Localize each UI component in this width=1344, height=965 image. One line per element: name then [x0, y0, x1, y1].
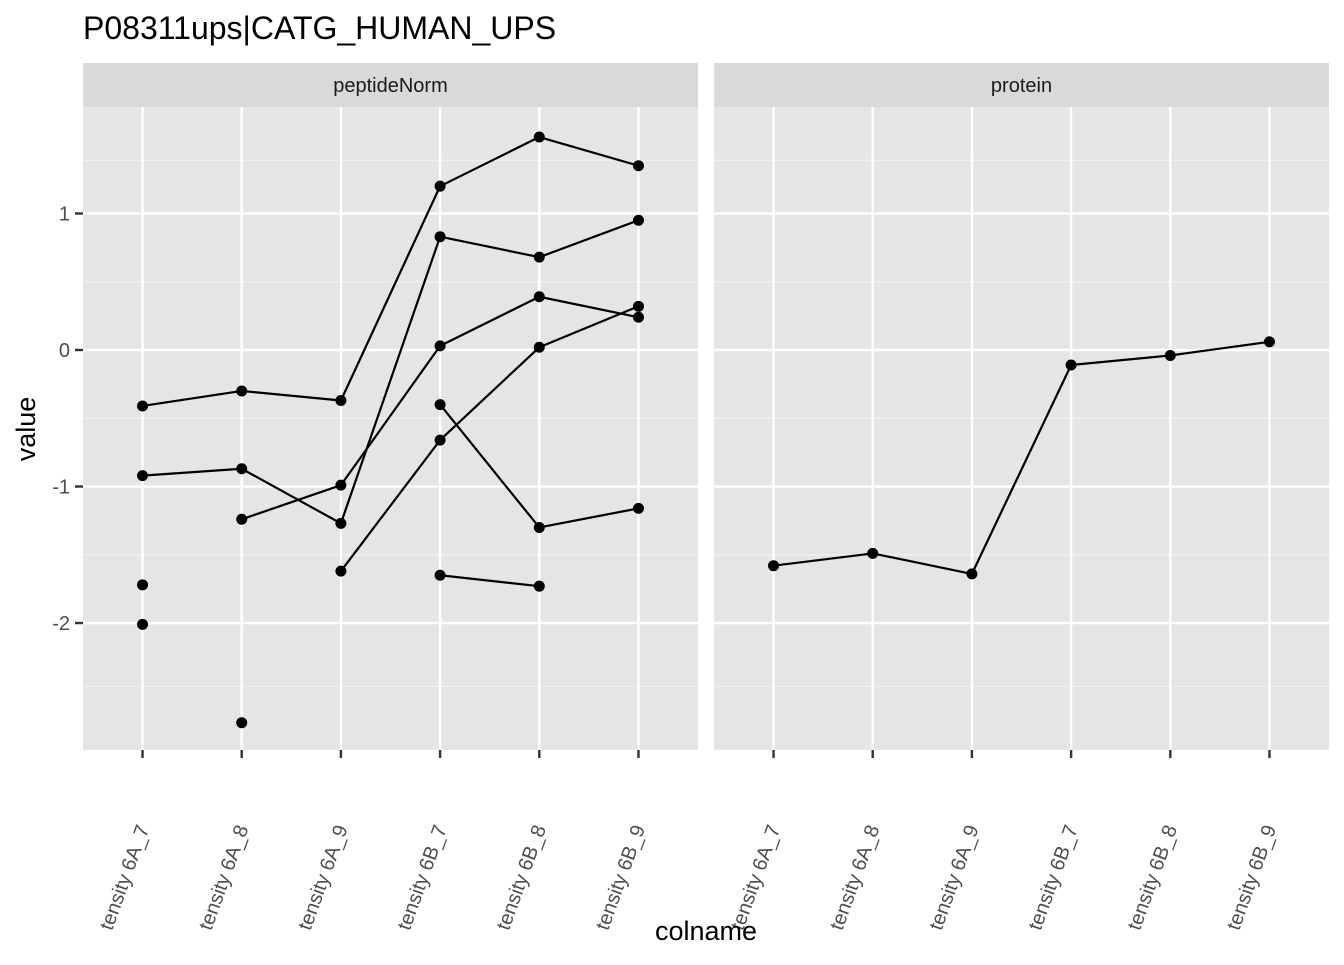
x-tick-label: tensity 6B_7 [393, 822, 451, 933]
data-point [236, 463, 248, 475]
series-line-segment [773, 552, 873, 567]
series-line-segment [538, 135, 639, 167]
data-point [137, 579, 149, 591]
series-1 [137, 214, 644, 529]
data-point [236, 717, 248, 729]
panel-background [83, 107, 698, 750]
series-line-segment [241, 389, 342, 402]
series-line-segment [439, 136, 540, 188]
series-line-segment [1070, 354, 1171, 367]
data-point [1263, 336, 1275, 348]
series-0 [768, 336, 1275, 580]
data-point [335, 395, 347, 407]
data-point [335, 517, 347, 529]
x-tick-label: tensity 6B_8 [1124, 822, 1182, 933]
x-tick-label: tensity 6B_9 [592, 822, 650, 933]
x-tick-label: tensity 6A_7 [96, 822, 154, 933]
data-point [768, 560, 780, 572]
series-line-segment [142, 389, 242, 408]
series-line-segment [538, 219, 639, 259]
series-line-segment [538, 305, 639, 349]
series-line-segment [142, 467, 242, 477]
data-point [335, 565, 347, 577]
facet-strip [83, 63, 698, 107]
series-0 [137, 131, 644, 412]
series-line-segment [241, 467, 342, 525]
series-8 [236, 717, 248, 729]
data-point [137, 470, 149, 482]
series-6 [137, 579, 149, 591]
data-point [533, 580, 545, 592]
panel-background [714, 107, 1329, 750]
data-point [867, 547, 879, 559]
data-point [632, 300, 644, 312]
series-line-segment [339, 185, 442, 401]
series-line-segment [339, 236, 442, 524]
series-line-segment [439, 403, 541, 529]
data-point [966, 568, 978, 580]
y-tick-label: 1 [59, 203, 70, 225]
data-point [632, 502, 644, 514]
data-point [632, 214, 644, 226]
data-point [434, 231, 446, 243]
x-tick-label: tensity 6A_8 [195, 822, 253, 933]
data-point [236, 513, 248, 525]
data-point [533, 251, 545, 263]
panels-layer: peptideNorm tensity 6A_7 tensity 6A_8 tensi… [83, 63, 1329, 933]
series-line-segment [340, 439, 441, 572]
series-line-segment [340, 345, 441, 486]
data-point [434, 340, 446, 352]
x-tick-label: tensity 6B_9 [1223, 822, 1281, 933]
series-2 [236, 291, 644, 525]
x-tick-label: tensity 6A_9 [925, 822, 983, 933]
data-point [533, 521, 545, 533]
facet-strip-label: protein [991, 75, 1052, 97]
series-line-segment [439, 574, 540, 588]
x-tick-label: tensity 6B_7 [1024, 822, 1082, 933]
x-tick-label: tensity 6A_9 [294, 822, 352, 933]
data-point [533, 291, 545, 303]
data-point [434, 399, 446, 411]
data-point [137, 618, 149, 630]
y-tick-label: -2 [52, 613, 70, 635]
facet-strip [714, 63, 1329, 107]
data-point [632, 160, 644, 172]
series-line-segment [1170, 340, 1270, 357]
data-point [533, 341, 545, 353]
series-7 [137, 618, 149, 630]
data-point [1164, 349, 1176, 361]
series-5 [434, 569, 545, 592]
series-4 [434, 399, 644, 533]
series-line-segment [970, 364, 1073, 575]
data-point [434, 569, 446, 581]
series-line-segment [872, 552, 973, 575]
series-line-segment [539, 507, 639, 529]
y-tick-label: -1 [52, 477, 70, 499]
data-point [632, 311, 644, 323]
series-line-segment [439, 295, 540, 347]
x-axis-title: colname [655, 916, 757, 946]
data-point [335, 479, 347, 491]
series-line-segment [439, 235, 540, 259]
chart-title: P08311ups|CATG_HUMAN_UPS [83, 10, 556, 46]
data-point [533, 131, 545, 143]
series-line-segment [241, 484, 342, 521]
data-point [434, 180, 446, 192]
y-axis: 1 0 -1 -2 [52, 203, 83, 635]
x-tick-label: tensity 6A_8 [826, 822, 884, 933]
x-tick-label: tensity 6B_8 [493, 822, 551, 933]
data-point [434, 434, 446, 446]
y-axis-title: value [11, 397, 41, 462]
y-tick-label: 0 [59, 340, 70, 362]
series-3 [335, 300, 644, 577]
data-point [137, 400, 149, 412]
data-point [236, 385, 248, 397]
facet-strip-label: peptideNorm [333, 75, 448, 97]
facet-panel-peptideNorm: peptideNorm tensity 6A_7 tensity 6A_8 tensi… [83, 63, 698, 933]
data-point [1065, 359, 1077, 371]
